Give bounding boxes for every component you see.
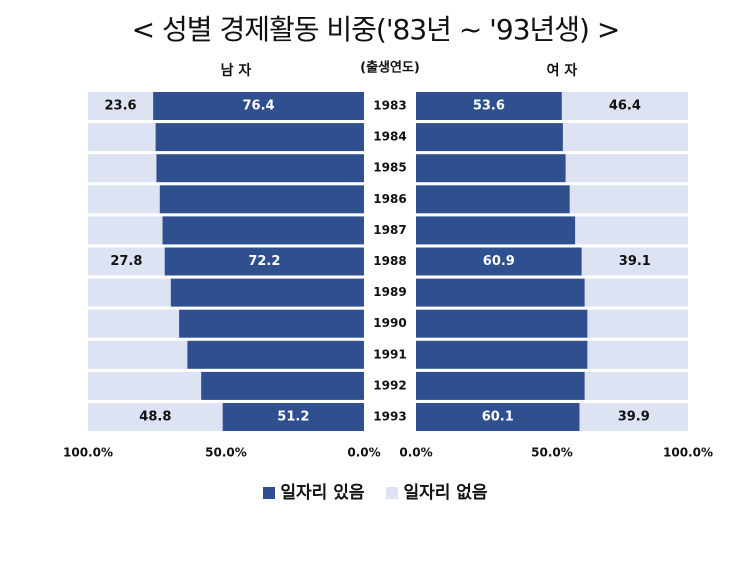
legend: 일자리 있음 일자리 없음 [0,478,751,503]
bar-male-unemployed-1986 [88,185,160,214]
year-label-1992: 1992 [373,378,406,392]
year-label-1993: 1993 [373,410,406,424]
bar-male-employed-1993 [222,403,364,431]
legend-swatch-employed [263,487,276,499]
bar-male-employed-1990 [179,309,364,338]
bar-female-unemployed-1987 [575,216,688,245]
year-label-1985: 1985 [373,161,406,175]
bar-female-employed-1993 [416,403,580,431]
bar-male-employed-1992 [201,371,364,400]
label-male-unemployed-1988: 27.8 [110,254,142,269]
bar-male-unemployed-1983 [88,92,154,120]
label-female-unemployed-1983: 46.4 [609,99,641,114]
bar-female-employed-1983 [416,92,562,120]
bar-male-employed-1991 [187,340,364,369]
x-tick-female-100: 100.0% [663,446,713,460]
bar-male-employed-1985 [156,154,364,183]
bar-male-unemployed-1987 [88,216,163,245]
bar-female-unemployed-1983 [561,92,688,120]
bar-female-unemployed-1985 [565,154,688,183]
bar-male-employed-1984 [155,123,364,152]
x-tick-male-100: 100.0% [63,446,113,460]
year-label-1986: 1986 [373,192,406,206]
year-label-1989: 1989 [373,285,406,299]
label-female-employed-1988: 60.9 [483,254,515,269]
label-male-unemployed-1993: 48.8 [139,410,171,425]
bar-female-unemployed-1986 [569,185,688,214]
bar-male-unemployed-1993 [88,403,223,431]
bar-female-employed-1990 [416,309,588,338]
legend-label-employed: 일자리 있음 [280,483,365,503]
label-male-employed-1988: 72.2 [248,254,280,269]
label-male-employed-1993: 51.2 [277,410,309,425]
panel-title-male: 남 자 [221,62,252,79]
bar-male-unemployed-1985 [88,154,157,183]
bar-male-employed-1989 [170,278,364,307]
bar-female-employed-1989 [416,278,585,307]
legend-item-unemployed: 일자리 없음 [386,478,488,503]
bar-female-employed-1991 [416,340,588,369]
bar-female-employed-1985 [416,154,566,183]
bar-female-employed-1987 [416,216,576,245]
bar-male-employed-1983 [153,92,364,120]
bar-female-employed-1988 [416,247,582,276]
label-female-employed-1993: 60.1 [482,410,514,425]
label-male-employed-1983: 76.4 [243,99,275,114]
year-label-1990: 1990 [373,316,406,330]
chart-title: < 성별 경제활동 비중('83년 ~ '93년생) > [131,13,621,46]
x-tick-female-0: 0.0% [399,446,432,460]
x-tick-male-50: 50.0% [205,446,247,460]
x-tick-female-50: 50.0% [531,446,573,460]
bar-female-unemployed-1993 [579,403,688,431]
legend-swatch-unemployed [386,487,399,499]
bar-female-employed-1986 [416,185,570,214]
label-female-unemployed-1993: 39.9 [618,410,650,425]
label-female-unemployed-1988: 39.1 [619,254,651,269]
label-male-unemployed-1983: 23.6 [105,99,137,114]
bar-female-unemployed-1991 [587,340,688,369]
bar-female-unemployed-1990 [587,309,688,338]
legend-item-employed: 일자리 있음 [263,478,365,503]
panel-title-female: 여 자 [547,62,578,79]
bar-male-unemployed-1989 [88,278,171,307]
bar-male-unemployed-1988 [88,247,165,276]
bar-male-unemployed-1992 [88,371,202,400]
label-female-employed-1983: 53.6 [473,99,505,114]
year-label-1983: 1983 [373,99,406,113]
year-label-1987: 1987 [373,223,406,237]
bar-female-unemployed-1992 [584,371,688,400]
bar-female-employed-1984 [416,123,563,152]
bar-female-unemployed-1988 [581,247,688,276]
bar-male-unemployed-1990 [88,309,180,338]
center-label: (출생연도) [360,60,420,76]
bar-female-unemployed-1984 [562,123,688,152]
bar-female-unemployed-1989 [584,278,688,307]
bar-male-employed-1986 [159,185,364,214]
bar-male-unemployed-1991 [88,340,188,369]
legend-label-unemployed: 일자리 없음 [403,483,488,503]
bar-male-employed-1987 [162,216,364,245]
bar-male-unemployed-1984 [88,123,156,152]
year-label-1988: 1988 [373,254,406,268]
bar-female-employed-1992 [416,371,585,400]
year-label-1984: 1984 [373,130,406,144]
bar-male-employed-1988 [164,247,364,276]
year-label-1991: 1991 [373,347,406,361]
x-tick-male-0: 0.0% [347,446,380,460]
